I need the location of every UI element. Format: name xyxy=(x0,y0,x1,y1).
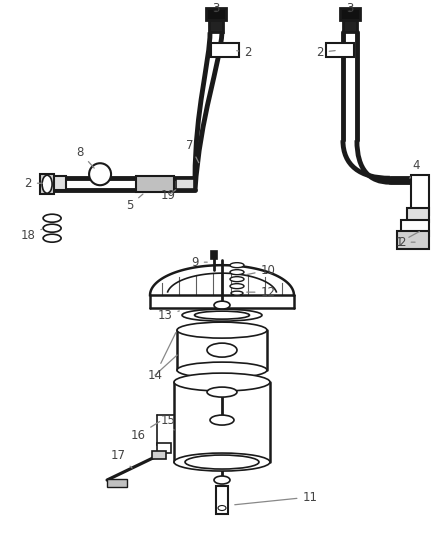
Ellipse shape xyxy=(214,301,230,309)
Text: 9: 9 xyxy=(191,256,207,269)
Bar xyxy=(340,9,360,20)
Bar xyxy=(411,175,429,215)
Ellipse shape xyxy=(218,505,226,511)
Text: 2: 2 xyxy=(398,236,415,249)
Ellipse shape xyxy=(207,387,237,397)
Text: 15: 15 xyxy=(161,414,176,430)
Ellipse shape xyxy=(230,284,244,289)
Ellipse shape xyxy=(185,455,259,469)
Ellipse shape xyxy=(174,373,270,391)
Bar xyxy=(136,176,174,192)
Text: 2: 2 xyxy=(25,177,42,190)
Text: 5: 5 xyxy=(127,194,143,212)
Ellipse shape xyxy=(207,343,237,357)
Bar xyxy=(211,43,239,58)
Bar xyxy=(326,43,354,58)
Ellipse shape xyxy=(89,163,111,185)
Bar xyxy=(176,179,194,189)
Bar xyxy=(211,251,217,259)
Text: 8: 8 xyxy=(76,146,94,168)
Bar xyxy=(44,176,66,190)
Bar xyxy=(152,451,166,459)
Ellipse shape xyxy=(177,322,267,338)
Ellipse shape xyxy=(210,415,234,425)
Ellipse shape xyxy=(43,224,61,232)
Bar xyxy=(107,479,127,487)
Text: 2: 2 xyxy=(316,46,335,59)
Text: 3: 3 xyxy=(212,2,220,15)
Text: 16: 16 xyxy=(131,422,160,441)
Text: 11: 11 xyxy=(235,490,318,505)
Text: 7: 7 xyxy=(186,139,199,163)
Text: 2: 2 xyxy=(237,46,252,59)
Text: 3: 3 xyxy=(346,2,353,15)
Ellipse shape xyxy=(43,234,61,242)
Bar xyxy=(157,443,171,453)
Ellipse shape xyxy=(230,277,244,281)
Ellipse shape xyxy=(194,311,250,319)
Ellipse shape xyxy=(43,214,61,222)
Ellipse shape xyxy=(42,175,52,193)
Ellipse shape xyxy=(230,263,244,268)
Text: 19: 19 xyxy=(161,189,176,201)
Text: 12: 12 xyxy=(247,286,276,298)
Ellipse shape xyxy=(231,291,243,295)
Bar xyxy=(343,20,357,33)
Ellipse shape xyxy=(174,453,270,471)
Bar xyxy=(216,486,228,514)
Text: 4: 4 xyxy=(410,159,420,178)
Ellipse shape xyxy=(177,362,267,378)
Ellipse shape xyxy=(230,270,244,274)
Bar xyxy=(209,20,223,33)
Bar xyxy=(401,220,429,236)
Text: 10: 10 xyxy=(247,264,276,277)
Ellipse shape xyxy=(214,476,230,484)
Text: 17: 17 xyxy=(110,449,132,468)
Text: 14: 14 xyxy=(148,333,176,382)
Text: 1: 1 xyxy=(396,231,420,249)
Bar xyxy=(206,9,226,20)
Bar xyxy=(397,231,429,249)
Bar xyxy=(407,208,429,222)
Bar xyxy=(40,174,54,194)
Ellipse shape xyxy=(182,309,262,321)
Text: 18: 18 xyxy=(21,229,42,241)
Text: 13: 13 xyxy=(158,309,180,321)
